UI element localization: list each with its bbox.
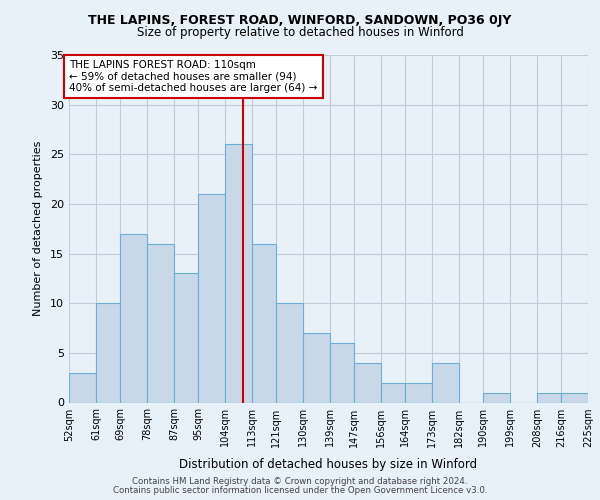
Bar (198, 194, 225, 402)
Bar (147, 244, 174, 402)
Bar (69, 372, 96, 402)
Bar (381, 382, 405, 402)
Bar (225, 144, 252, 402)
Text: THE LAPINS FOREST ROAD: 110sqm
← 59% of detached houses are smaller (94)
40% of : THE LAPINS FOREST ROAD: 110sqm ← 59% of … (69, 60, 317, 93)
X-axis label: Distribution of detached houses by size in Winford: Distribution of detached houses by size … (179, 458, 478, 471)
Bar (120, 234, 147, 402)
Bar (174, 274, 198, 402)
Text: THE LAPINS, FOREST ROAD, WINFORD, SANDOWN, PO36 0JY: THE LAPINS, FOREST ROAD, WINFORD, SANDOW… (88, 14, 512, 27)
Bar (432, 363, 459, 403)
Bar (405, 382, 432, 402)
Y-axis label: Number of detached properties: Number of detached properties (33, 141, 43, 316)
Text: Contains public sector information licensed under the Open Government Licence v3: Contains public sector information licen… (113, 486, 487, 495)
Bar (303, 333, 330, 402)
Bar (483, 392, 510, 402)
Bar (96, 303, 120, 402)
Bar (276, 303, 303, 402)
Bar (252, 244, 276, 402)
Bar (330, 343, 354, 402)
Bar (537, 392, 561, 402)
Text: Contains HM Land Registry data © Crown copyright and database right 2024.: Contains HM Land Registry data © Crown c… (132, 477, 468, 486)
Text: Size of property relative to detached houses in Winford: Size of property relative to detached ho… (137, 26, 463, 39)
Bar (354, 363, 381, 403)
Bar (561, 392, 588, 402)
